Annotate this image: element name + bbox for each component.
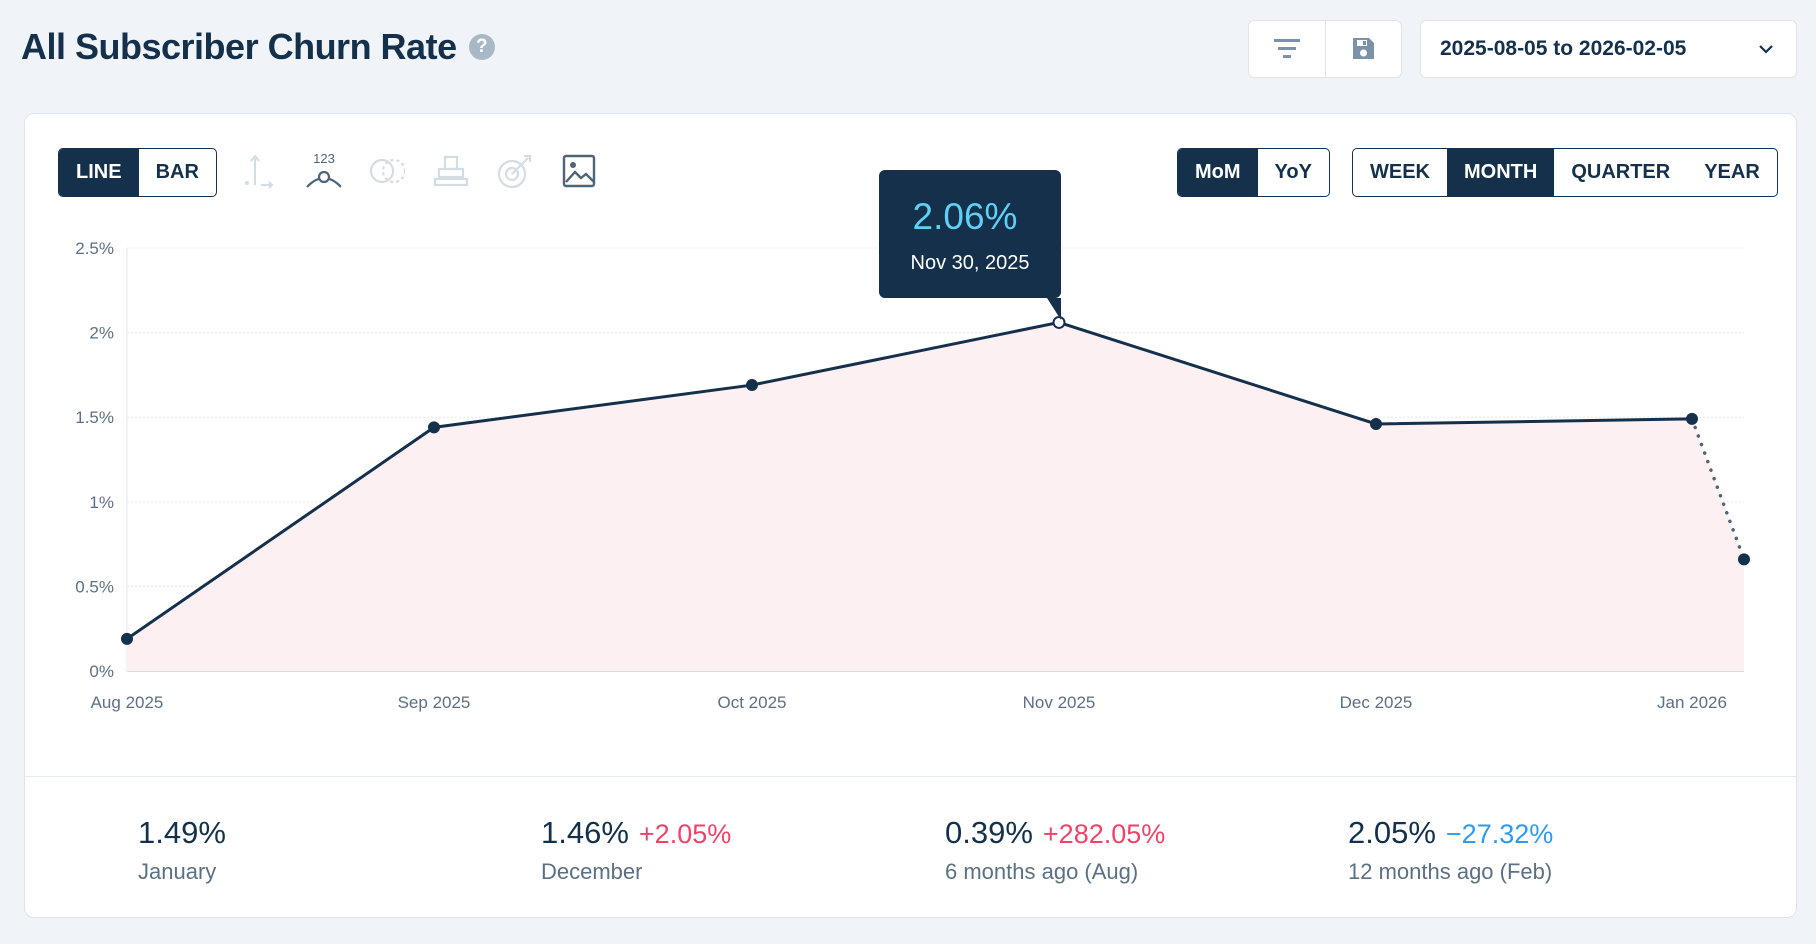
- action-buttons: [1248, 20, 1402, 78]
- axis-icon[interactable]: [240, 150, 277, 192]
- y-tick-label: 0.5%: [75, 577, 114, 596]
- data-point: [1738, 553, 1750, 566]
- stat-change: +282.05%: [1042, 819, 1166, 849]
- stat-value: 0.39%: [945, 815, 1033, 850]
- title-text: All Subscriber Churn Rate: [21, 26, 457, 67]
- x-tick-label: Sep 2025: [398, 693, 471, 712]
- chart-tooltip: 2.06% Nov 30, 2025: [879, 170, 1061, 320]
- stat-current: 1.49% January: [138, 815, 226, 885]
- year-button[interactable]: YEAR: [1704, 161, 1760, 183]
- period-toggle: WEEK MONTH QUARTER YEAR: [1352, 148, 1778, 197]
- divider: [25, 776, 1796, 777]
- x-tick-label: Dec 2025: [1340, 693, 1413, 712]
- quarter-button[interactable]: QUARTER: [1571, 161, 1671, 183]
- date-range-value: 2025-08-05 to 2026-02-05: [1440, 37, 1687, 60]
- chart-type-toggle: LINE BAR: [58, 148, 217, 197]
- data-point: [1370, 417, 1382, 430]
- bar-button[interactable]: BAR: [155, 161, 199, 183]
- data-point: [746, 379, 758, 392]
- stat-label: January: [138, 859, 217, 884]
- stat-label: December: [541, 859, 643, 884]
- tooltip-date: Nov 30, 2025: [910, 252, 1030, 274]
- filter-button[interactable]: [1249, 21, 1325, 77]
- y-tick-label: 1%: [89, 493, 114, 512]
- week-button[interactable]: WEEK: [1370, 161, 1430, 183]
- stack-icon[interactable]: [432, 150, 469, 192]
- data-point: [428, 421, 440, 434]
- mom-button[interactable]: MoM: [1178, 149, 1258, 196]
- area-fill: [127, 322, 1744, 671]
- stat-label: 12 months ago (Feb): [1348, 859, 1553, 884]
- chart-tools: 123: [240, 150, 597, 192]
- target-icon[interactable]: [496, 150, 533, 192]
- stat-value: 1.46%: [541, 815, 629, 850]
- line-button[interactable]: LINE: [59, 149, 139, 196]
- compare-icon[interactable]: [368, 150, 405, 192]
- x-tick-label: Oct 2025: [718, 693, 787, 712]
- date-range-dropdown[interactable]: 2025-08-05 to 2026-02-05: [1420, 20, 1797, 78]
- y-tick-label: 2.5%: [75, 239, 114, 258]
- y-tick-label: 0%: [89, 662, 114, 681]
- stat-previous: 1.46% +2.05% December: [541, 815, 731, 885]
- month-button[interactable]: MONTH: [1447, 149, 1555, 196]
- stat-change: +2.05%: [638, 819, 732, 849]
- comparison-toggle: MoM YoY: [1177, 148, 1330, 197]
- yoy-button[interactable]: YoY: [1274, 161, 1312, 183]
- stat-value: 1.49%: [138, 815, 226, 850]
- question-circle-icon[interactable]: ?: [468, 34, 495, 60]
- data-point: [121, 632, 133, 645]
- save-button[interactable]: [1324, 21, 1402, 77]
- x-tick-label: Nov 2025: [1023, 693, 1096, 712]
- data-point: [1686, 412, 1698, 425]
- stat-12-months: 2.05% −27.32% 12 months ago (Feb): [1348, 815, 1553, 885]
- data-labels-icon[interactable]: 123: [304, 150, 341, 192]
- y-tick-label: 1.5%: [75, 408, 114, 427]
- y-tick-label: 2%: [89, 324, 114, 343]
- stat-change: −27.32%: [1445, 819, 1554, 849]
- stat-label: 6 months ago (Aug): [945, 859, 1139, 884]
- stat-value: 2.05%: [1348, 815, 1436, 850]
- x-tick-label: Aug 2025: [91, 693, 164, 712]
- x-tick-label: Jan 2026: [1657, 693, 1727, 712]
- series-line: [126, 320, 1693, 641]
- page-title: All Subscriber Churn Rate?: [21, 26, 495, 68]
- stat-6-months: 0.39% +282.05% 6 months ago (Aug): [945, 815, 1165, 885]
- chevron-down-icon: [1759, 45, 1773, 54]
- filter-icon: [1273, 39, 1300, 58]
- svg-text:123: 123: [313, 151, 335, 166]
- image-export-icon[interactable]: [560, 150, 597, 192]
- tooltip-value: 2.06%: [912, 196, 1018, 237]
- save-icon: [1353, 38, 1375, 59]
